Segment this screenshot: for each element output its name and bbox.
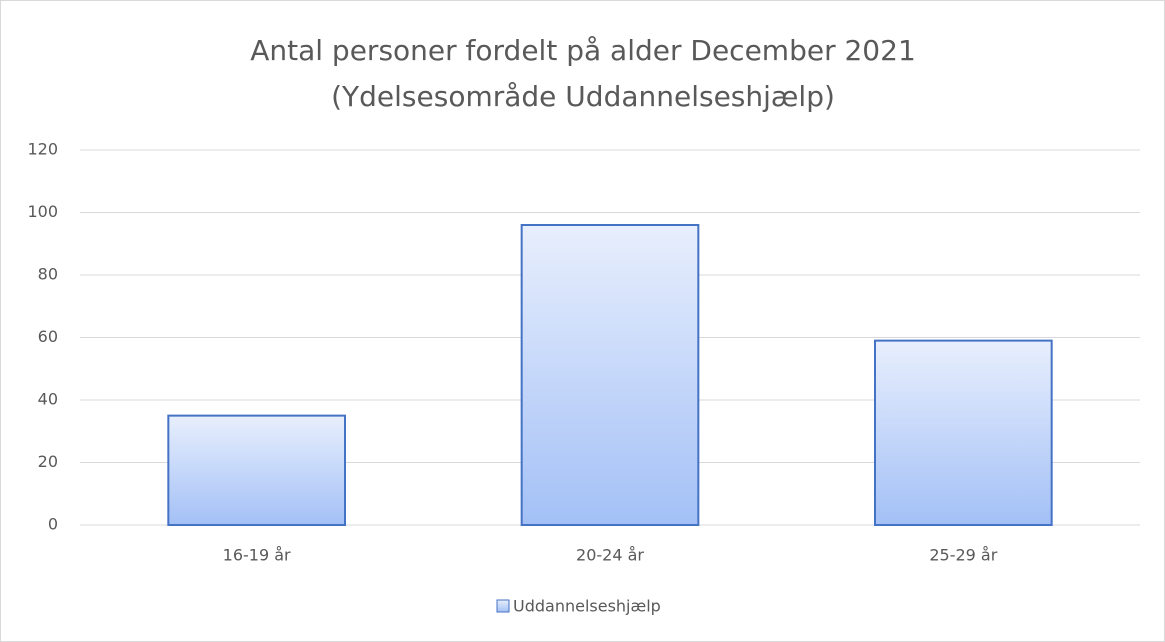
x-tick-label: 25-29 år bbox=[929, 546, 997, 565]
legend-label: Uddannelseshjælp bbox=[513, 597, 661, 616]
y-tick-label: 60 bbox=[38, 327, 58, 346]
y-tick-label: 80 bbox=[38, 265, 58, 284]
x-tick-label: 16-19 år bbox=[223, 546, 291, 565]
y-tick-label: 20 bbox=[38, 452, 58, 471]
y-tick-label: 100 bbox=[27, 202, 58, 221]
chart-title: (Ydelsesområde Uddannelseshjælp) bbox=[331, 80, 835, 113]
y-tick-label: 0 bbox=[48, 515, 58, 534]
legend-swatch bbox=[496, 599, 510, 613]
y-tick-label: 40 bbox=[38, 390, 58, 409]
y-tick-label: 120 bbox=[27, 140, 58, 159]
bar bbox=[167, 414, 346, 526]
x-tick-label: 20-24 år bbox=[576, 546, 644, 565]
bar bbox=[520, 224, 700, 526]
bar bbox=[874, 339, 1053, 526]
chart-title: Antal personer fordelt på alder December… bbox=[250, 34, 916, 67]
